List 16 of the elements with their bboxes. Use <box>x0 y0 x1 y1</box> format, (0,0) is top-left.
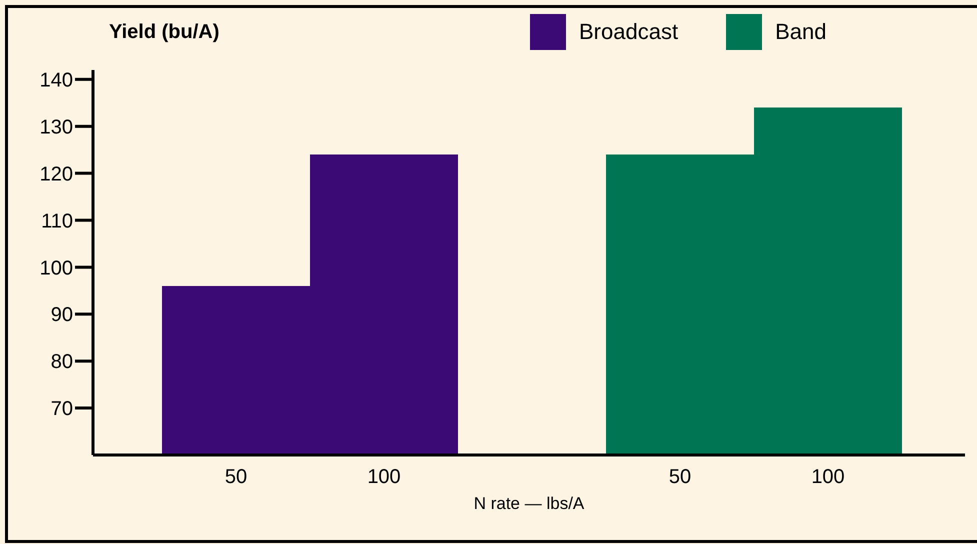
x-tick-label: 50 <box>224 466 248 488</box>
y-tick-label: 70 <box>50 398 73 420</box>
x-tick-label: 50 <box>668 466 692 488</box>
legend-label: Band <box>775 19 826 45</box>
y-tick-label: 140 <box>40 69 73 92</box>
x-tick-label: 100 <box>367 466 401 488</box>
y-tick-label: 90 <box>50 304 73 326</box>
legend-label: Broadcast <box>579 19 678 45</box>
y-tick-label: 100 <box>40 257 73 280</box>
y-tick-label: 130 <box>40 116 73 138</box>
x-tick-label: 100 <box>811 466 845 488</box>
x-axis-title: N rate — lbs/A <box>474 494 585 513</box>
y-tick-label: 110 <box>41 210 73 232</box>
y-tick-label: 80 <box>50 351 73 374</box>
y-tick-label: 120 <box>40 163 73 186</box>
y-axis-title: Yield (bu/A) <box>109 21 220 44</box>
